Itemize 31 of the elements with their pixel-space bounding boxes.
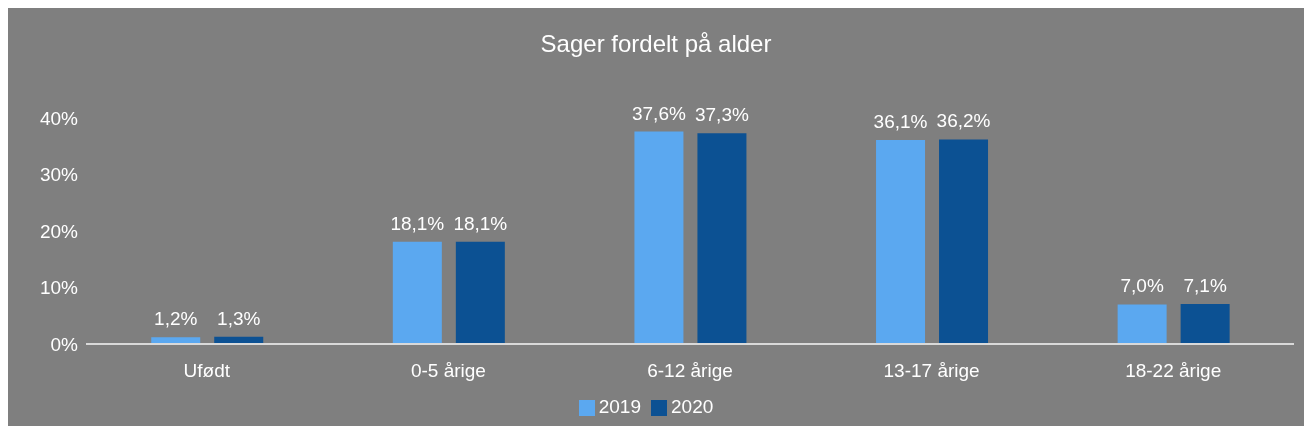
bar: [1117, 304, 1167, 344]
data-label: 18,1%: [390, 212, 445, 234]
x-tick-label: 0-5 årige: [410, 360, 486, 382]
x-tick-label: 18-22 årige: [1125, 360, 1222, 382]
data-label: 18,1%: [453, 212, 508, 234]
data-label: 7,1%: [1183, 274, 1227, 296]
y-tick-label: 30%: [39, 164, 79, 186]
data-label: 1,2%: [154, 308, 198, 330]
x-tick-label: Ufødt: [183, 360, 231, 382]
y-tick-label: 0%: [50, 333, 79, 355]
data-label: 1,3%: [217, 307, 261, 329]
data-label: 37,6%: [631, 102, 686, 124]
y-tick-label: 40%: [39, 107, 79, 129]
y-tick-label: 10%: [39, 277, 79, 299]
bar: [392, 241, 442, 344]
bar: [697, 133, 747, 344]
x-tick-label: 6-12 årige: [647, 360, 733, 382]
bar: [1180, 303, 1230, 344]
data-label: 36,1%: [873, 111, 928, 133]
x-tick-label: 13-17 årige: [883, 360, 980, 382]
bar: [634, 131, 684, 344]
data-label: 37,3%: [694, 104, 749, 126]
data-label: 36,2%: [936, 110, 991, 132]
bar: [455, 241, 505, 344]
y-tick-label: 20%: [39, 220, 79, 242]
data-label: 7,0%: [1120, 275, 1164, 297]
bar: [939, 139, 989, 344]
bar: [876, 140, 926, 344]
legend-label: 2019: [598, 396, 641, 417]
legend-label: 2020: [671, 396, 714, 417]
chart-title: Sager fordelt på alder: [539, 30, 773, 58]
